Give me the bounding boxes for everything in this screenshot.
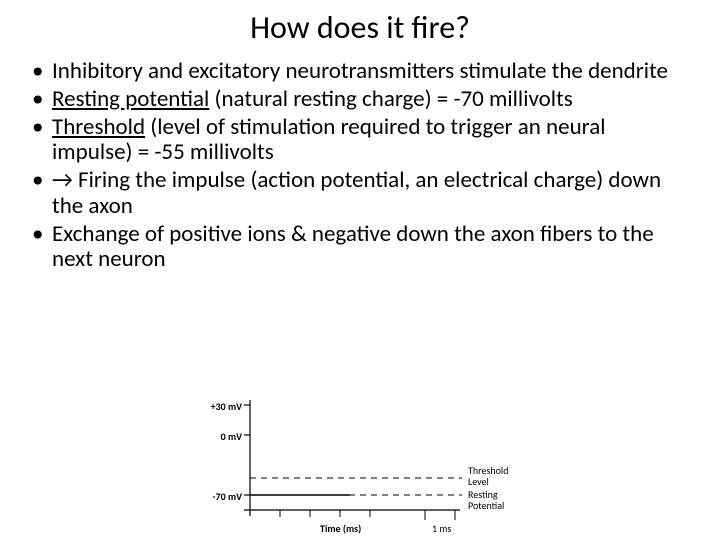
bullet-text: Exchange of positive ions & negative dow… <box>52 220 654 274</box>
threshold-label: ThresholdLevel <box>468 466 508 487</box>
bullet-item: Resting potential (natural resting charg… <box>30 87 690 113</box>
bullet-item: Inhibitory and excitatory neurotransmitt… <box>30 59 690 85</box>
bullet-list: Inhibitory and excitatory neurotransmitt… <box>30 59 690 273</box>
bullet-item: Exchange of positive ions & negative dow… <box>30 222 690 274</box>
y-tick-label: -70 mV <box>200 490 242 503</box>
bullet-underline: Resting potential <box>52 85 209 113</box>
bullet-item: Threshold (level of stimulation required… <box>30 115 690 167</box>
action-potential-chart: +30 mV 0 mV -70 mV ThresholdLevel Restin… <box>200 400 540 540</box>
bullet-underline: Threshold <box>52 113 145 141</box>
x-tick-label: 1 ms <box>432 522 451 535</box>
resting-label: RestingPotential <box>468 490 504 511</box>
y-tick-label: +30 mV <box>200 400 242 413</box>
bullet-item: → Firing the impulse (action potential, … <box>30 168 690 220</box>
x-axis-label: Time (ms) <box>320 522 361 535</box>
bullet-text: → Firing the impulse (action potential, … <box>52 166 661 220</box>
resting-text: RestingPotential <box>468 488 504 512</box>
slide: How does it fire? Inhibitory and excitat… <box>0 0 720 540</box>
bullet-text: (natural resting charge) = -70 millivolt… <box>209 85 572 113</box>
slide-title: How does it fire? <box>30 8 690 47</box>
threshold-text: ThresholdLevel <box>468 464 508 488</box>
bullet-text: Inhibitory and excitatory neurotransmitt… <box>52 57 668 85</box>
y-tick-label: 0 mV <box>200 430 242 443</box>
